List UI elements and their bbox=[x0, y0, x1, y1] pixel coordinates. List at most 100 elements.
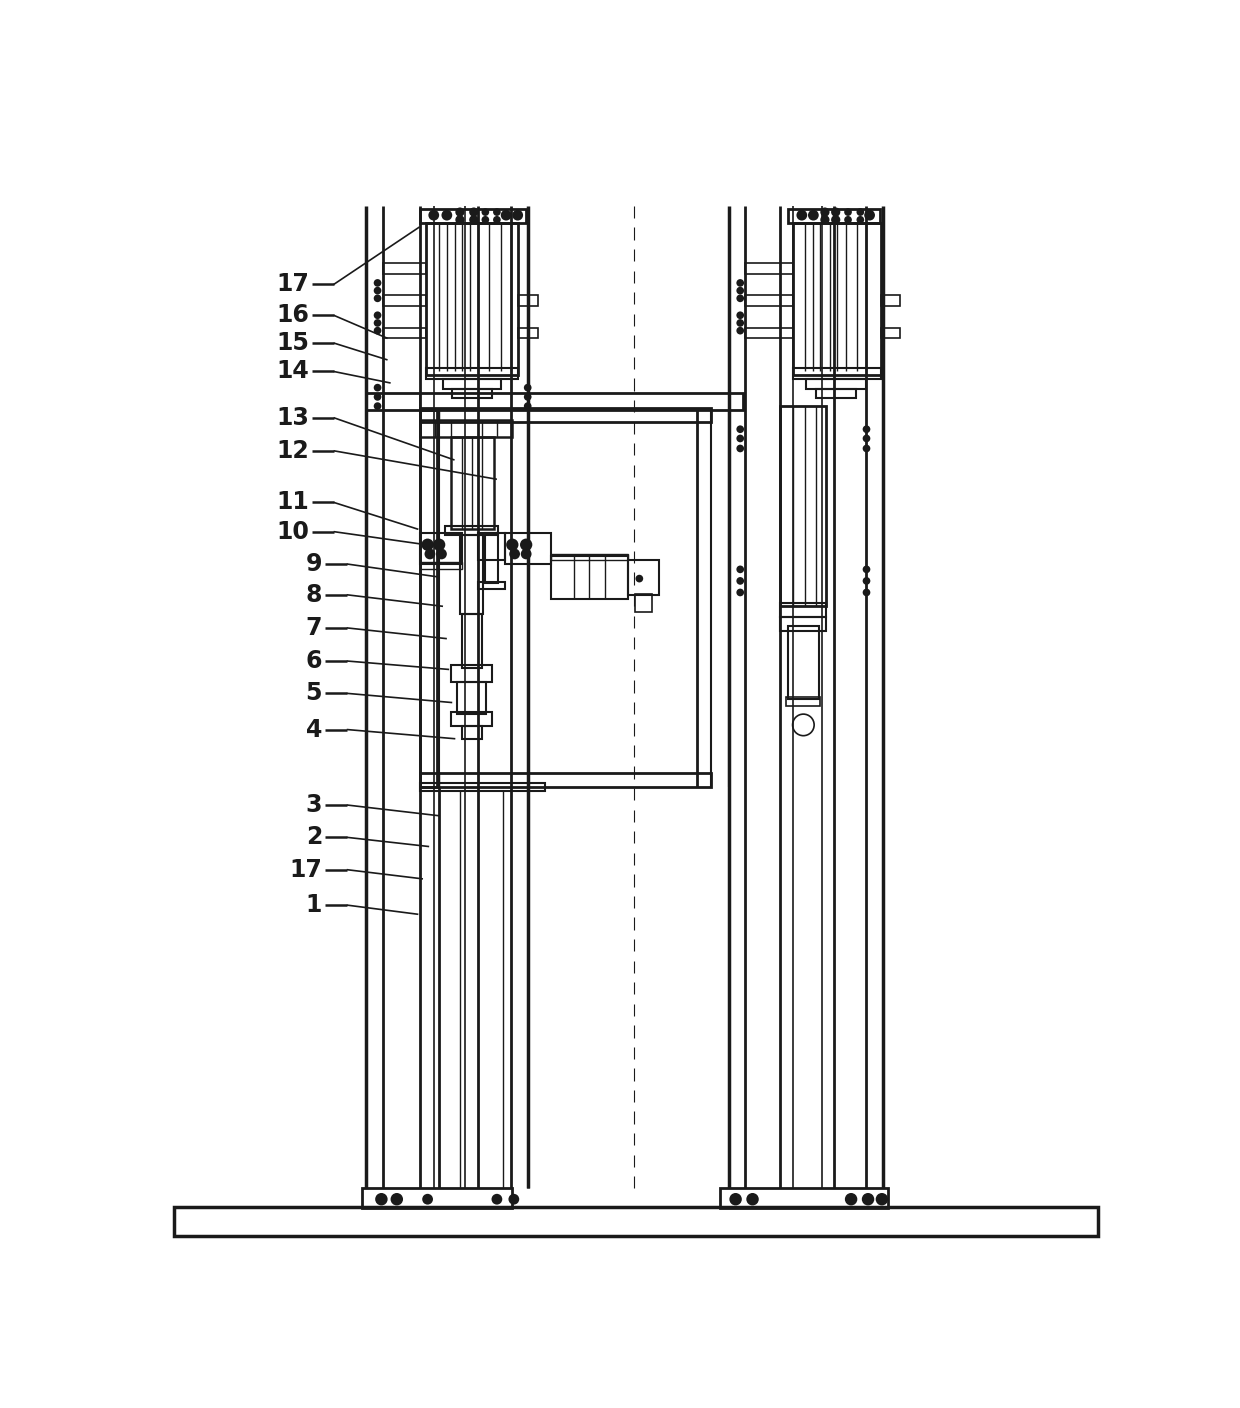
Circle shape bbox=[512, 210, 523, 221]
Bar bbox=[450, 436, 494, 529]
Circle shape bbox=[510, 549, 520, 559]
Bar bbox=[882, 296, 900, 306]
Text: 3: 3 bbox=[305, 793, 322, 817]
Circle shape bbox=[428, 210, 439, 221]
Circle shape bbox=[422, 539, 434, 551]
Bar bbox=[463, 725, 481, 739]
Bar bbox=[420, 208, 526, 222]
Bar bbox=[792, 369, 882, 379]
Circle shape bbox=[857, 215, 864, 224]
Bar bbox=[383, 296, 427, 306]
Bar bbox=[383, 263, 427, 273]
Circle shape bbox=[831, 207, 841, 217]
Circle shape bbox=[737, 445, 744, 452]
Bar bbox=[780, 603, 826, 617]
Circle shape bbox=[821, 207, 830, 217]
Circle shape bbox=[373, 294, 382, 303]
Bar bbox=[366, 393, 743, 410]
Bar bbox=[174, 1207, 1097, 1236]
Circle shape bbox=[831, 215, 841, 224]
Circle shape bbox=[520, 539, 532, 551]
Bar bbox=[720, 1188, 888, 1208]
Circle shape bbox=[436, 549, 446, 559]
Circle shape bbox=[376, 1194, 387, 1205]
Circle shape bbox=[508, 1194, 520, 1205]
Circle shape bbox=[506, 539, 518, 551]
Circle shape bbox=[455, 215, 465, 224]
Text: 10: 10 bbox=[277, 520, 309, 543]
Bar bbox=[450, 712, 492, 725]
Bar bbox=[427, 369, 518, 379]
Bar bbox=[882, 328, 900, 338]
Text: 15: 15 bbox=[277, 331, 309, 355]
Bar bbox=[485, 534, 497, 583]
Circle shape bbox=[494, 208, 501, 215]
Circle shape bbox=[373, 287, 382, 294]
Text: 17: 17 bbox=[277, 273, 309, 297]
Text: 12: 12 bbox=[277, 439, 309, 463]
Bar bbox=[477, 534, 505, 560]
Bar bbox=[745, 328, 792, 338]
Circle shape bbox=[863, 1194, 873, 1205]
Bar bbox=[786, 697, 821, 707]
Circle shape bbox=[494, 215, 501, 224]
Circle shape bbox=[863, 435, 870, 442]
Bar bbox=[460, 535, 484, 614]
Bar bbox=[420, 534, 463, 565]
Text: 7: 7 bbox=[305, 615, 322, 639]
Circle shape bbox=[730, 1194, 742, 1205]
Text: 4: 4 bbox=[306, 718, 322, 742]
Bar bbox=[792, 222, 882, 376]
Text: 6: 6 bbox=[305, 649, 322, 673]
Bar bbox=[427, 222, 518, 376]
Bar bbox=[780, 406, 826, 607]
Circle shape bbox=[373, 311, 382, 320]
Circle shape bbox=[422, 1194, 433, 1205]
Bar bbox=[463, 614, 481, 667]
Bar bbox=[420, 783, 544, 791]
Circle shape bbox=[635, 574, 644, 583]
Bar bbox=[505, 534, 551, 565]
Bar bbox=[444, 527, 498, 535]
Circle shape bbox=[737, 279, 744, 287]
Circle shape bbox=[737, 320, 744, 327]
Circle shape bbox=[863, 445, 870, 452]
Circle shape bbox=[844, 215, 852, 224]
Circle shape bbox=[864, 210, 875, 221]
Bar bbox=[745, 296, 792, 306]
Circle shape bbox=[373, 279, 382, 287]
Circle shape bbox=[863, 589, 870, 597]
Bar bbox=[420, 410, 436, 787]
Circle shape bbox=[737, 435, 744, 442]
Bar bbox=[518, 296, 538, 306]
Circle shape bbox=[846, 1194, 857, 1205]
Text: 14: 14 bbox=[277, 359, 309, 383]
Circle shape bbox=[821, 215, 830, 224]
Circle shape bbox=[392, 1194, 402, 1205]
Circle shape bbox=[501, 210, 512, 221]
Bar bbox=[453, 389, 492, 398]
Circle shape bbox=[469, 207, 479, 217]
Circle shape bbox=[737, 311, 744, 320]
Circle shape bbox=[469, 215, 479, 224]
Circle shape bbox=[491, 1194, 502, 1205]
Bar bbox=[477, 582, 506, 590]
Circle shape bbox=[373, 393, 382, 401]
Circle shape bbox=[737, 287, 744, 294]
Bar bbox=[745, 263, 792, 273]
Bar bbox=[816, 389, 857, 398]
Circle shape bbox=[481, 208, 490, 215]
Text: 11: 11 bbox=[277, 490, 309, 514]
Circle shape bbox=[373, 403, 382, 410]
Bar bbox=[518, 328, 538, 338]
Text: 8: 8 bbox=[305, 583, 322, 607]
Circle shape bbox=[857, 208, 864, 215]
Bar bbox=[450, 665, 492, 681]
Bar bbox=[635, 594, 652, 612]
Circle shape bbox=[373, 320, 382, 327]
Circle shape bbox=[737, 577, 744, 584]
Bar bbox=[420, 773, 711, 787]
Bar bbox=[362, 1188, 512, 1208]
Circle shape bbox=[737, 425, 744, 434]
Text: 9: 9 bbox=[305, 552, 322, 576]
